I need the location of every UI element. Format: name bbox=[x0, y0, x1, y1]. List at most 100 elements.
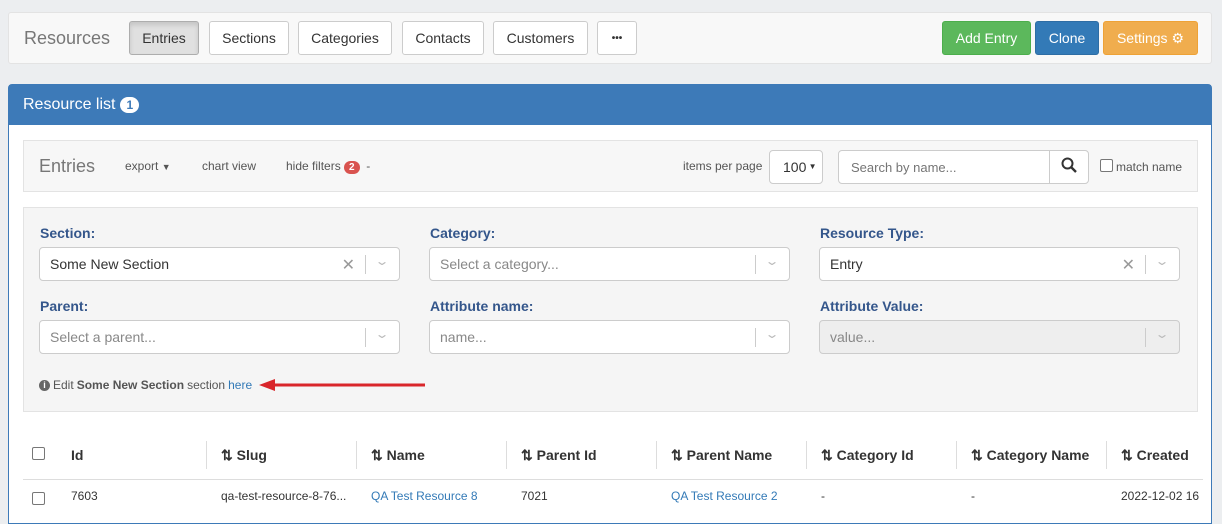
chart-view-link[interactable]: chart view bbox=[202, 159, 257, 173]
chevron-down-icon: ⌄ bbox=[1154, 254, 1170, 268]
column-header-parent-name[interactable]: ⇅ Parent Name bbox=[671, 447, 772, 464]
header-divider bbox=[23, 479, 1203, 480]
chevron-down-icon: ⌄ bbox=[374, 254, 390, 268]
attribute-value-placeholder: value... bbox=[830, 329, 876, 345]
column-label: Created bbox=[1136, 447, 1189, 463]
panel-header: Resource list 1 bbox=[9, 85, 1211, 125]
parent-select[interactable]: Select a parent... ⌄ bbox=[39, 320, 400, 354]
edit-section-link[interactable]: here bbox=[228, 378, 253, 392]
edit-section-hint: i Edit Some New Section section here bbox=[39, 378, 252, 392]
match-name-checkbox[interactable] bbox=[1100, 159, 1113, 172]
tab-customers[interactable]: Customers bbox=[493, 21, 588, 55]
filters-count-badge: 2 bbox=[344, 161, 360, 174]
filters-panel: Section: Some New Section ✕ ⌄ Category: Se… bbox=[23, 207, 1198, 412]
sort-icon: ⇅ bbox=[671, 447, 683, 463]
attribute-value-select: value... ⌄ bbox=[819, 320, 1180, 354]
cell-slug: qa-test-resource-8-76... bbox=[221, 489, 347, 503]
red-arrow-annotation bbox=[259, 379, 425, 391]
hint-prefix: Edit bbox=[53, 378, 74, 392]
top-navbar: Resources Entries Sections Categories Co… bbox=[8, 12, 1212, 64]
hide-filters-link[interactable]: hide filters 2 - bbox=[286, 159, 371, 174]
column-label: Slug bbox=[236, 447, 267, 463]
cell-category-name: - bbox=[971, 489, 975, 503]
sort-icon: ⇅ bbox=[221, 447, 233, 463]
cell-id: 7603 bbox=[71, 489, 98, 503]
section-label: Section: bbox=[40, 225, 96, 241]
export-dropdown[interactable]: export ▼ bbox=[125, 159, 171, 173]
search-input[interactable] bbox=[838, 150, 1050, 184]
chevron-down-icon: ⌄ bbox=[764, 254, 780, 268]
resource-type-select[interactable]: Entry ✕ ⌄ bbox=[819, 247, 1180, 281]
row-checkbox[interactable] bbox=[32, 492, 45, 505]
attribute-name-label: Attribute name: bbox=[430, 298, 534, 314]
toolbar-title: Entries bbox=[39, 156, 96, 176]
cell-category-id: - bbox=[821, 489, 825, 503]
column-header-created[interactable]: ⇅ Created bbox=[1121, 447, 1189, 464]
search-icon bbox=[1061, 157, 1077, 173]
attribute-value-label: Attribute Value: bbox=[820, 298, 924, 314]
column-header-name[interactable]: ⇅ Name bbox=[371, 447, 425, 464]
brand-title: Resources bbox=[24, 28, 111, 48]
hint-section-name: Some New Section bbox=[76, 378, 185, 392]
column-header-category-id[interactable]: ⇅ Category Id bbox=[821, 447, 914, 464]
clone-button[interactable]: Clone bbox=[1035, 21, 1099, 55]
items-per-page-value: 100 bbox=[783, 159, 807, 175]
chevron-down-icon: ⌄ bbox=[764, 327, 780, 341]
cell-created: 2022-12-02 16 bbox=[1121, 489, 1200, 503]
hide-filters-label: hide filters bbox=[286, 159, 341, 173]
export-label: export bbox=[125, 159, 159, 173]
caret-down-icon: ▼ bbox=[161, 162, 171, 172]
cell-parent-id: 7021 bbox=[521, 489, 548, 503]
sort-icon: ⇅ bbox=[521, 447, 533, 463]
sort-icon: ⇅ bbox=[1121, 447, 1133, 463]
panel-title: Resource list bbox=[23, 96, 116, 113]
count-badge: 1 bbox=[120, 97, 140, 113]
dash: - bbox=[366, 159, 371, 173]
items-per-page-select[interactable]: 100 ▼ bbox=[769, 150, 823, 184]
clear-icon[interactable]: ✕ bbox=[341, 257, 355, 274]
resource-type-value: Entry bbox=[830, 256, 863, 272]
parent-placeholder: Select a parent... bbox=[50, 329, 156, 345]
sort-icon: ⇅ bbox=[971, 447, 983, 463]
hint-middle: section bbox=[187, 378, 226, 392]
resource-list-panel: Resource list 1 Entries export ▼ chart v… bbox=[8, 84, 1212, 524]
entries-toolbar: Entries export ▼ chart view hide filters… bbox=[23, 140, 1198, 192]
settings-label: Settings bbox=[1116, 30, 1168, 46]
column-header-category-name[interactable]: ⇅ Category Name bbox=[971, 447, 1089, 464]
more-button[interactable]: ••• bbox=[597, 21, 637, 55]
cell-name-link[interactable]: QA Test Resource 8 bbox=[371, 489, 478, 503]
clear-icon[interactable]: ✕ bbox=[1121, 257, 1135, 274]
column-label: Parent Name bbox=[686, 447, 773, 463]
select-all-checkbox[interactable] bbox=[32, 447, 45, 460]
tab-categories[interactable]: Categories bbox=[298, 21, 392, 55]
resource-type-label: Resource Type: bbox=[820, 225, 924, 241]
column-header-parent-id[interactable]: ⇅ Parent Id bbox=[521, 447, 597, 464]
cell-parent-name-link[interactable]: QA Test Resource 2 bbox=[671, 489, 778, 503]
gear-icon: ⚙ bbox=[1171, 29, 1185, 46]
chevron-down-icon: ⌄ bbox=[374, 327, 390, 341]
search-button[interactable] bbox=[1049, 150, 1089, 184]
info-icon: i bbox=[39, 379, 50, 391]
tab-sections[interactable]: Sections bbox=[209, 21, 289, 55]
column-header-id[interactable]: Id bbox=[71, 447, 84, 463]
attribute-name-select[interactable]: name... ⌄ bbox=[429, 320, 790, 354]
section-select[interactable]: Some New Section ✕ ⌄ bbox=[39, 247, 400, 281]
tab-contacts[interactable]: Contacts bbox=[402, 21, 484, 55]
caret-down-icon: ▼ bbox=[806, 162, 817, 171]
column-label: Parent Id bbox=[536, 447, 597, 463]
category-select[interactable]: Select a category... ⌄ bbox=[429, 247, 790, 281]
category-placeholder: Select a category... bbox=[440, 256, 559, 272]
settings-button[interactable]: Settings ⚙ bbox=[1103, 21, 1198, 55]
section-value: Some New Section bbox=[50, 256, 170, 272]
parent-label: Parent: bbox=[40, 298, 89, 314]
sort-icon: ⇅ bbox=[821, 447, 833, 463]
tab-entries[interactable]: Entries bbox=[129, 21, 199, 55]
add-entry-button[interactable]: Add Entry bbox=[942, 21, 1031, 55]
column-label: Category Id bbox=[836, 447, 914, 463]
column-label: Category Name bbox=[986, 447, 1090, 463]
column-label: Name bbox=[386, 447, 425, 463]
items-per-page-label: items per page bbox=[683, 159, 763, 173]
sort-icon: ⇅ bbox=[371, 447, 383, 463]
match-name-label: match name bbox=[1116, 160, 1183, 174]
column-header-slug[interactable]: ⇅ Slug bbox=[221, 447, 267, 464]
